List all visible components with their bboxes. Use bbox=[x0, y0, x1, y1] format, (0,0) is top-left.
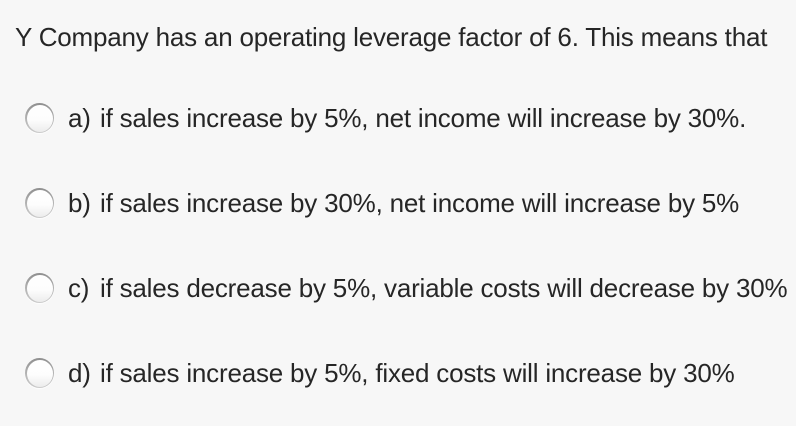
radio-button-b[interactable] bbox=[25, 188, 54, 218]
radio-button-d[interactable] bbox=[25, 358, 54, 388]
radio-button-c[interactable] bbox=[25, 273, 54, 303]
option-row-b[interactable]: b) if sales increase by 30%, net income … bbox=[25, 186, 739, 220]
option-text-b: if sales increase by 30%, net income wil… bbox=[100, 187, 740, 218]
radio-button-a[interactable] bbox=[25, 103, 54, 133]
option-text-a: if sales increase by 5%, net income will… bbox=[100, 102, 747, 133]
option-row-c[interactable]: c) if sales decrease by 5%, variable cos… bbox=[25, 271, 788, 305]
option-text-d: if sales increase by 5%, fixed costs wil… bbox=[100, 357, 735, 388]
option-letter-c: c) bbox=[68, 272, 90, 303]
option-row-a[interactable]: a) if sales increase by 5%, net income w… bbox=[25, 101, 746, 135]
option-letter-a: a) bbox=[68, 102, 91, 133]
question-text: Y Company has an operating leverage fact… bbox=[15, 22, 768, 52]
option-row-d[interactable]: d) if sales increase by 5%, fixed costs … bbox=[25, 356, 735, 390]
option-letter-d: d) bbox=[68, 357, 91, 388]
option-letter-b: b) bbox=[68, 187, 91, 218]
option-text-c: if sales decrease by 5%, variable costs … bbox=[100, 272, 788, 303]
